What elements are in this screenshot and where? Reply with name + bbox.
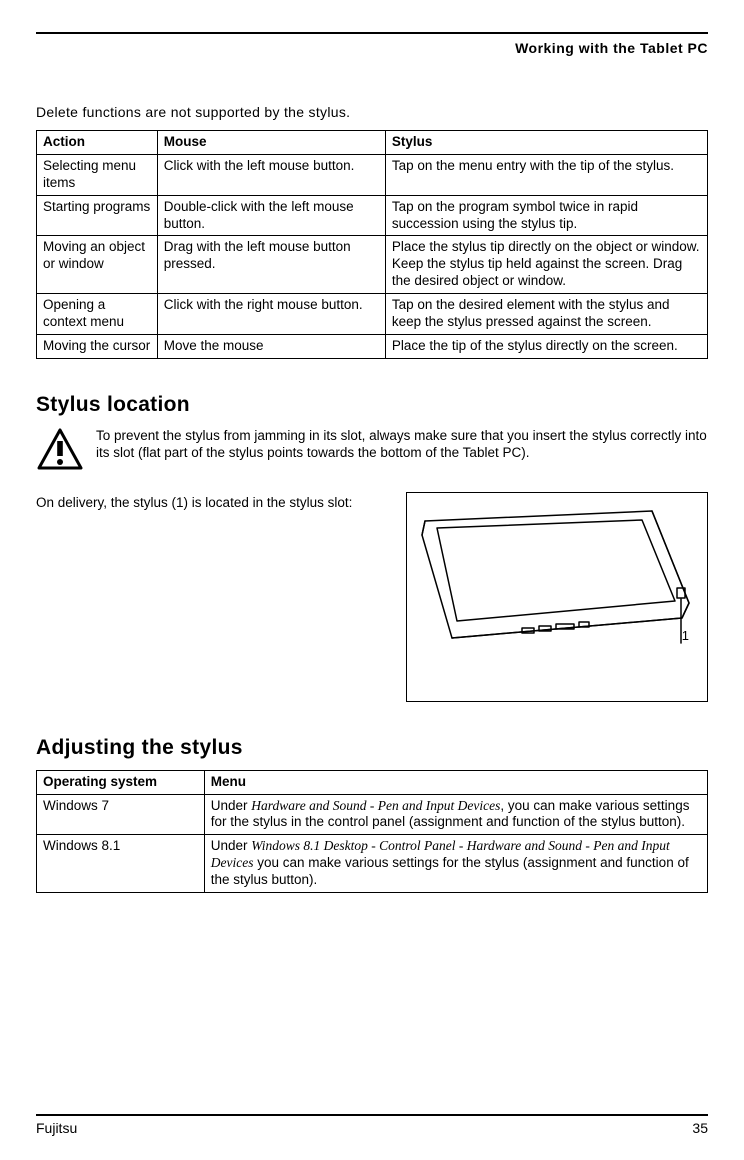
cell-mouse: Click with the right mouse button. [157, 294, 385, 335]
footer-brand: Fujitsu [36, 1120, 77, 1136]
th-mouse: Mouse [157, 131, 385, 155]
cell-menu: Under Hardware and Sound - Pen and Input… [204, 794, 707, 835]
intro-text: Delete functions are not supported by th… [36, 104, 708, 120]
cell-stylus: Tap on the program symbol twice in rapid… [385, 195, 707, 236]
th-menu: Menu [204, 770, 707, 794]
os-table: Operating system Menu Windows 7 Under Ha… [36, 770, 708, 893]
page-footer: Fujitsu 35 [36, 1114, 708, 1136]
th-stylus: Stylus [385, 131, 707, 155]
table-row: Windows 8.1 Under Windows 8.1 Desktop - … [37, 835, 708, 893]
table-row: Selecting menu items Click with the left… [37, 154, 708, 195]
table-header-row: Action Mouse Stylus [37, 131, 708, 155]
cell-menu: Under Windows 8.1 Desktop - Control Pane… [204, 835, 707, 893]
running-head: Working with the Tablet PC [36, 40, 708, 56]
action-table: Action Mouse Stylus Selecting menu items… [36, 130, 708, 359]
cell-stylus: Place the tip of the stylus directly on … [385, 334, 707, 358]
warning-icon [36, 427, 84, 474]
cell-stylus: Place the stylus tip directly on the obj… [385, 236, 707, 294]
slot-text: On delivery, the stylus (1) is located i… [36, 492, 390, 702]
top-rule [36, 32, 708, 34]
table-row: Windows 7 Under Hardware and Sound - Pen… [37, 794, 708, 835]
page-number: 35 [692, 1120, 708, 1136]
cell-action: Starting programs [37, 195, 158, 236]
cell-os: Windows 8.1 [37, 835, 205, 893]
cell-os: Windows 7 [37, 794, 205, 835]
th-os: Operating system [37, 770, 205, 794]
cell-action: Opening a context menu [37, 294, 158, 335]
notice-text: To prevent the stylus from jamming in it… [96, 427, 708, 462]
table-row: Starting programs Double-click with the … [37, 195, 708, 236]
callout-label: 1 [682, 628, 689, 643]
heading-adjusting-stylus: Adjusting the stylus [36, 736, 708, 760]
table-row: Opening a context menu Click with the ri… [37, 294, 708, 335]
table-header-row: Operating system Menu [37, 770, 708, 794]
cell-action: Selecting menu items [37, 154, 158, 195]
cell-stylus: Tap on the menu entry with the tip of th… [385, 154, 707, 195]
footer-rule [36, 1114, 708, 1116]
table-row: Moving the cursor Move the mouse Place t… [37, 334, 708, 358]
slot-row: On delivery, the stylus (1) is located i… [36, 492, 708, 702]
table-row: Moving an object or window Drag with the… [37, 236, 708, 294]
notice-block: To prevent the stylus from jamming in it… [36, 427, 708, 474]
cell-action: Moving the cursor [37, 334, 158, 358]
th-action: Action [37, 131, 158, 155]
cell-action: Moving an object or window [37, 236, 158, 294]
tablet-diagram: 1 [406, 492, 708, 702]
cell-mouse: Drag with the left mouse button pressed. [157, 236, 385, 294]
cell-stylus: Tap on the desired element with the styl… [385, 294, 707, 335]
cell-mouse: Click with the left mouse button. [157, 154, 385, 195]
cell-mouse: Move the mouse [157, 334, 385, 358]
cell-mouse: Double-click with the left mouse button. [157, 195, 385, 236]
heading-stylus-location: Stylus location [36, 393, 708, 417]
